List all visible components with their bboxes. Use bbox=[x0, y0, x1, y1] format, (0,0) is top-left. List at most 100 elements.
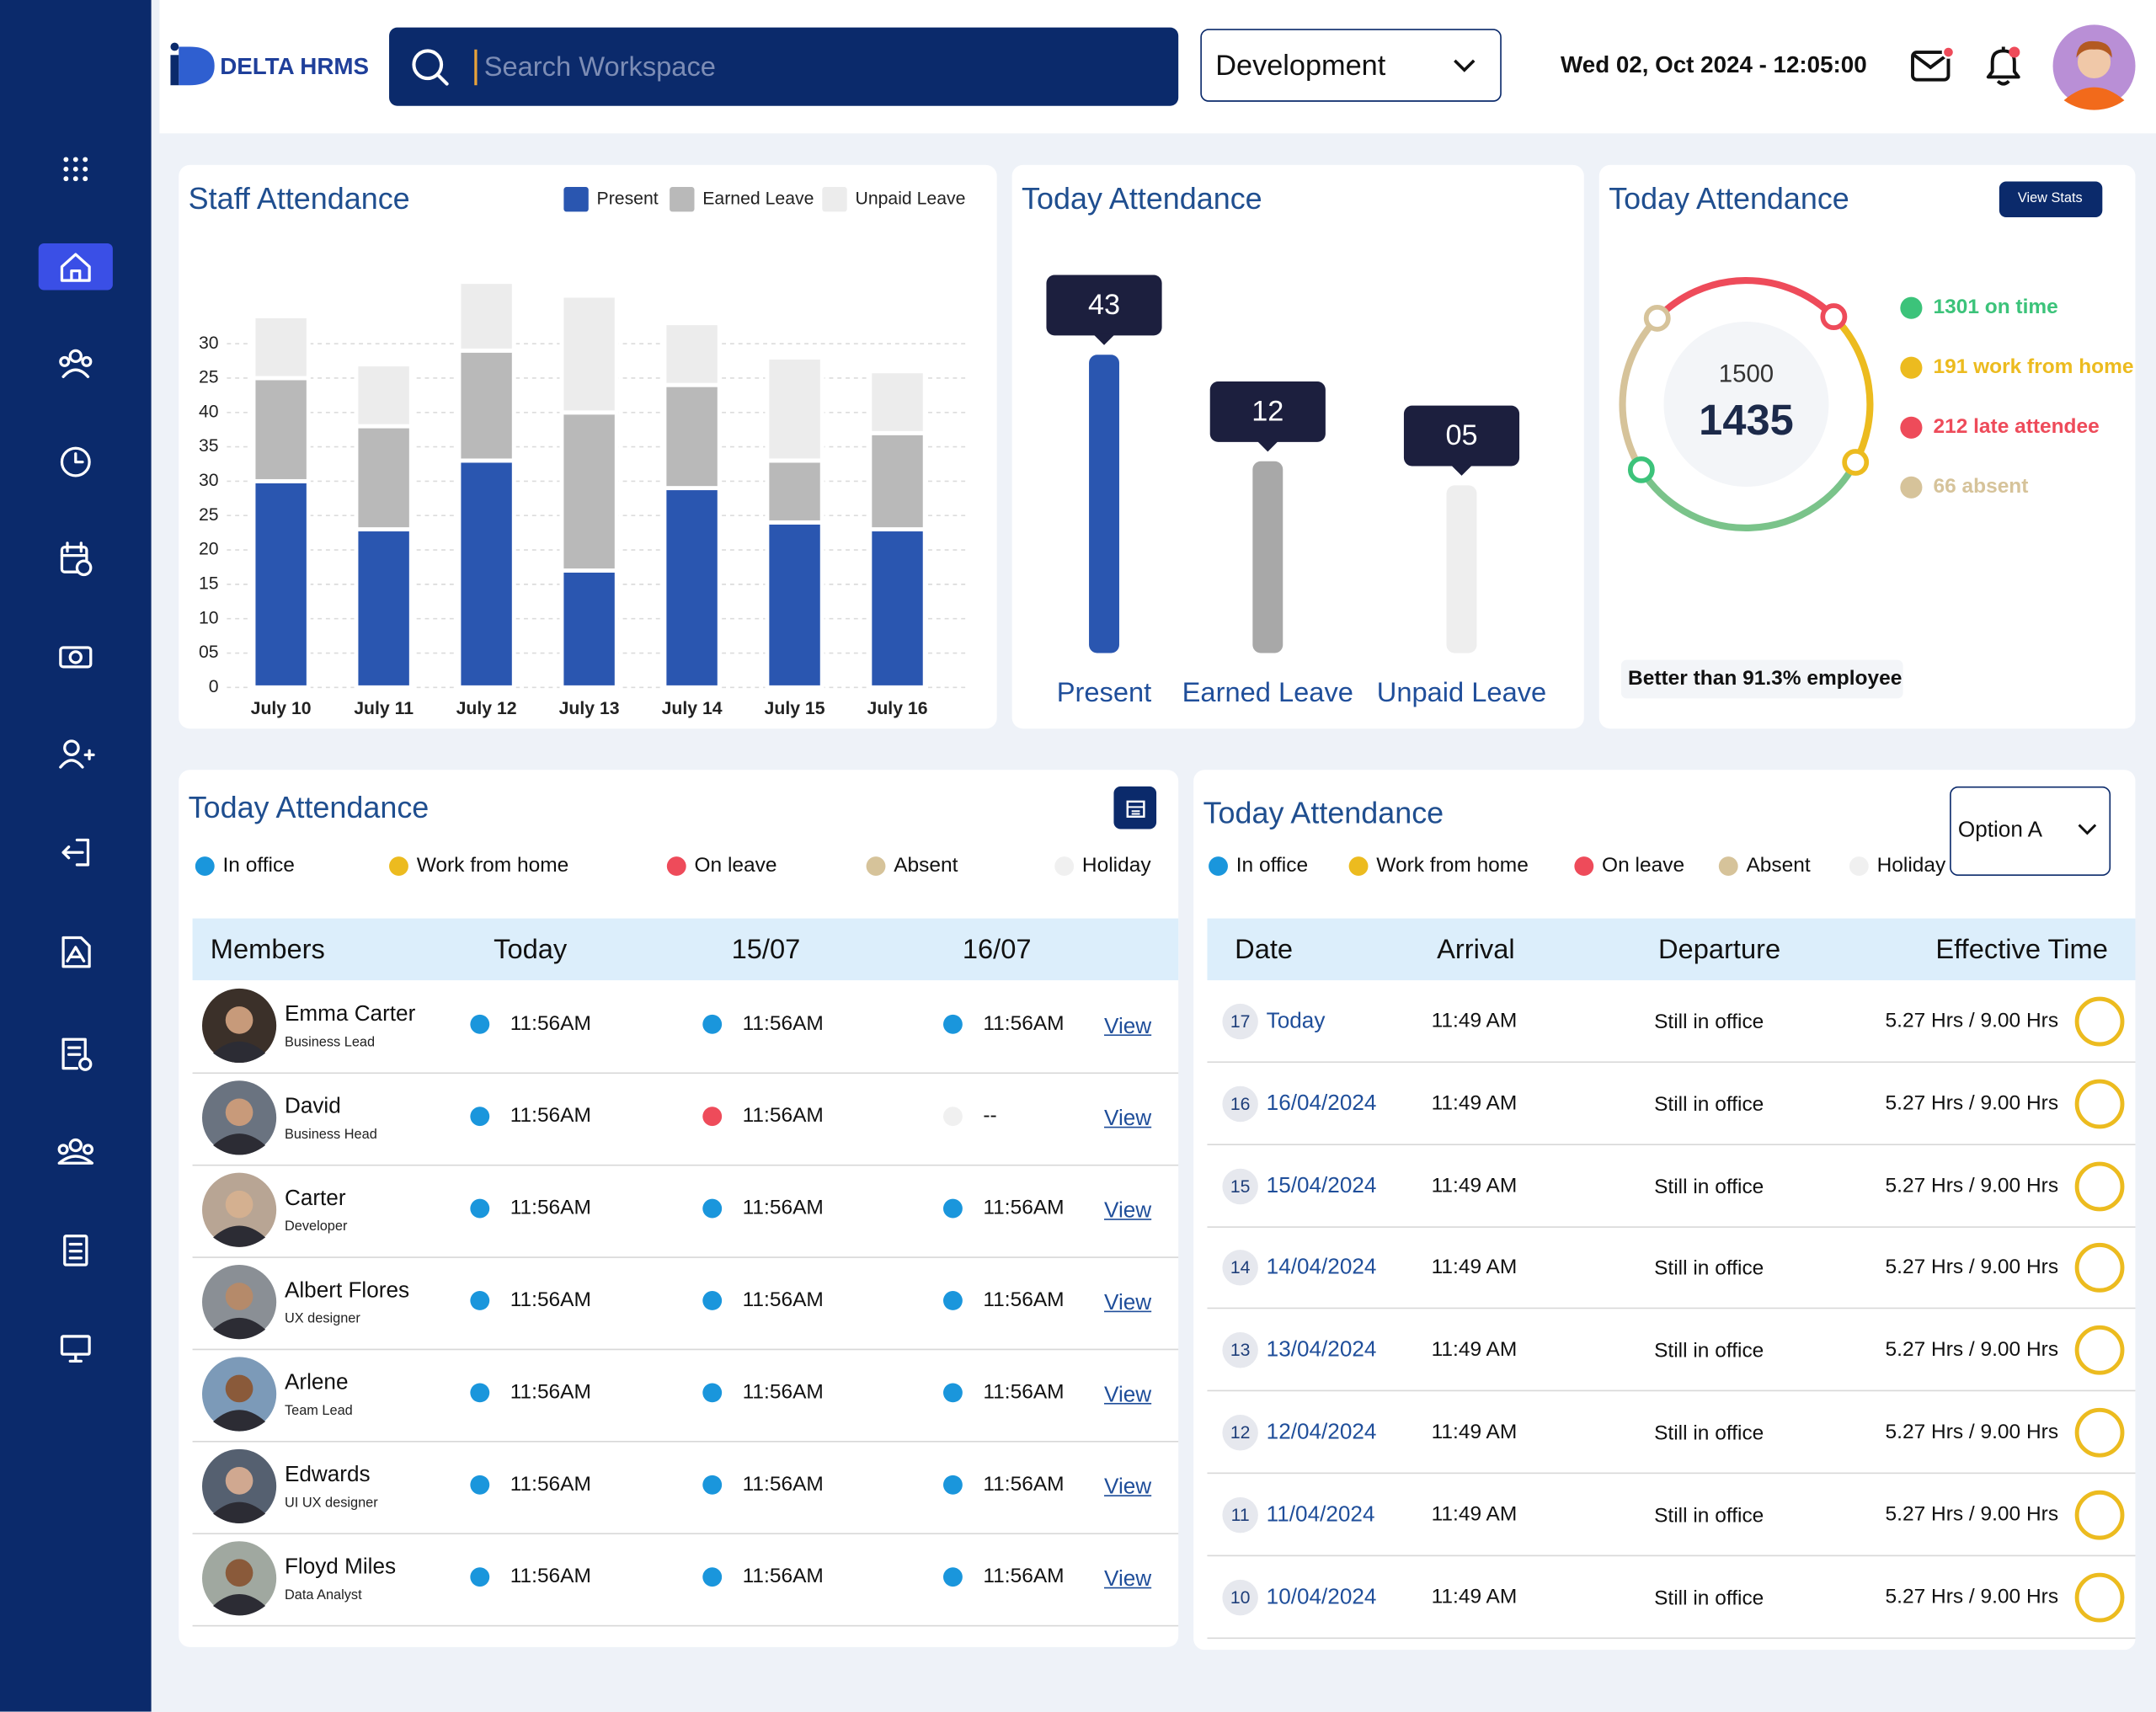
day-badge bbox=[1222, 1579, 1258, 1615]
view-link[interactable]: View bbox=[1104, 1107, 1152, 1131]
member-avatar bbox=[201, 1172, 277, 1247]
value-label: 43 bbox=[1088, 289, 1120, 321]
calendar-icon bbox=[1127, 806, 1145, 815]
member-avatar bbox=[213, 1041, 266, 1064]
mail-badge bbox=[1941, 45, 1956, 59]
today-bars-chart: 43 Present 12 Earned Leave 05 Unpaid Leave bbox=[1046, 275, 1546, 707]
mail-icon bbox=[1911, 45, 1956, 82]
department-dropdown[interactable]: Development bbox=[1200, 29, 1502, 102]
calendar-button[interactable] bbox=[1113, 786, 1157, 829]
value-tooltip bbox=[1403, 405, 1520, 467]
time: 11:56AM bbox=[510, 1011, 591, 1036]
search-box[interactable]: Search Workspace bbox=[389, 27, 1179, 106]
member-name: Emma Carter bbox=[284, 1002, 416, 1027]
row-divider bbox=[1207, 1308, 2136, 1309]
y-tick-label: 35 bbox=[199, 436, 219, 456]
arrival: 11:49 AM bbox=[1431, 1502, 1518, 1526]
legend-label: Earned Leave bbox=[702, 189, 814, 208]
bar-segment bbox=[559, 293, 619, 415]
card-title: Today Attendance bbox=[1022, 181, 1262, 216]
add-user-icon bbox=[59, 749, 95, 769]
x-tick-label: July 10 bbox=[251, 699, 312, 718]
time: -- bbox=[983, 1104, 997, 1128]
member-avatar bbox=[201, 988, 277, 1064]
view-link[interactable]: View bbox=[1104, 1199, 1152, 1224]
effective-time: 5.27 Hrs / 9.00 Hrs bbox=[1885, 1420, 2059, 1444]
bar bbox=[1252, 461, 1283, 653]
logout-icon bbox=[61, 838, 90, 867]
legend-dot bbox=[1209, 856, 1228, 876]
time: 11:56AM bbox=[742, 1564, 824, 1588]
option-dropdown[interactable]: Option A bbox=[1950, 786, 2111, 876]
menu-dot bbox=[83, 166, 88, 172]
arrival: 11:49 AM bbox=[1431, 1256, 1518, 1280]
day-badge bbox=[1222, 1250, 1258, 1287]
sidebar bbox=[0, 0, 152, 1712]
y-tick-label: 30 bbox=[199, 471, 219, 490]
row-divider bbox=[192, 1441, 1179, 1443]
view-stats-button[interactable]: View Stats bbox=[1999, 181, 2103, 217]
status-dot bbox=[702, 1383, 723, 1403]
legend-label: Absent bbox=[1746, 853, 1811, 877]
user-avatar bbox=[2077, 45, 2111, 79]
effective-time: 5.27 Hrs / 9.00 Hrs bbox=[1885, 1337, 2059, 1362]
money-icon bbox=[59, 646, 93, 669]
time: 11:56AM bbox=[510, 1472, 591, 1496]
member-name: Floyd Miles bbox=[284, 1555, 397, 1579]
status-dot bbox=[470, 1567, 490, 1587]
menu-dot bbox=[63, 166, 69, 172]
bar-segment bbox=[456, 348, 516, 463]
time: 11:56AM bbox=[742, 1104, 824, 1128]
row-divider bbox=[192, 1533, 1179, 1535]
y-tick-label: 25 bbox=[199, 368, 219, 387]
departure: Still in office bbox=[1654, 1421, 1764, 1445]
view-link[interactable]: View bbox=[1104, 1291, 1152, 1315]
row-divider bbox=[192, 1164, 1179, 1166]
view-link[interactable]: View bbox=[1104, 1384, 1152, 1407]
time: 11:56AM bbox=[510, 1380, 591, 1404]
view-link[interactable]: View bbox=[1104, 1567, 1152, 1592]
date: 11/04/2024 bbox=[1266, 1502, 1375, 1527]
legend-dot bbox=[1900, 416, 1923, 439]
stat-item: 212 late attendee bbox=[1934, 415, 2100, 438]
bar-segment bbox=[867, 430, 927, 532]
row-divider bbox=[192, 1072, 1179, 1075]
member-avatar bbox=[213, 1225, 266, 1247]
member-avatar bbox=[225, 1006, 253, 1034]
member-name: Albert Flores bbox=[284, 1279, 410, 1303]
calendar-icon bbox=[1126, 800, 1145, 819]
list-icon bbox=[68, 1242, 83, 1260]
column-header: Members bbox=[210, 935, 325, 966]
day-badge bbox=[1222, 1085, 1258, 1122]
status-dot bbox=[943, 1291, 963, 1310]
row-divider bbox=[1207, 1389, 2136, 1392]
chevron bbox=[1454, 59, 1476, 72]
calendar-icon bbox=[1126, 800, 1145, 819]
legend-dot bbox=[1900, 356, 1923, 379]
monitor-icon bbox=[60, 1335, 91, 1356]
status-dot bbox=[943, 1567, 963, 1587]
member-avatar bbox=[225, 1467, 253, 1495]
department-value: Development bbox=[1215, 50, 1386, 82]
x-tick-label: July 15 bbox=[765, 699, 825, 718]
legend-label: On leave bbox=[694, 853, 777, 877]
view-link[interactable]: View bbox=[1104, 1475, 1152, 1500]
view-link[interactable]: View bbox=[1104, 1015, 1152, 1039]
report-icon bbox=[61, 1037, 87, 1070]
stat-item: 1301 on time bbox=[1934, 296, 2058, 318]
member-role: UX designer bbox=[284, 1311, 360, 1327]
day-number: 15 bbox=[1230, 1175, 1251, 1197]
time: 11:56AM bbox=[742, 1288, 824, 1312]
status-dot bbox=[470, 1383, 490, 1403]
bar-segment bbox=[354, 527, 414, 690]
table-header bbox=[192, 918, 1179, 981]
y-tick-label: 0 bbox=[209, 677, 219, 696]
button-label: View Stats bbox=[2017, 190, 2083, 206]
row-divider bbox=[1207, 1555, 2136, 1556]
status-dot bbox=[702, 1198, 723, 1219]
staff-chart: Present Earned Leave Unpaid Leave 0 05 10 15 20… bbox=[199, 187, 970, 718]
row-divider bbox=[192, 1348, 1179, 1351]
y-tick-label: 25 bbox=[199, 505, 219, 525]
legend-dot bbox=[195, 856, 215, 876]
member-avatar bbox=[225, 1559, 253, 1587]
